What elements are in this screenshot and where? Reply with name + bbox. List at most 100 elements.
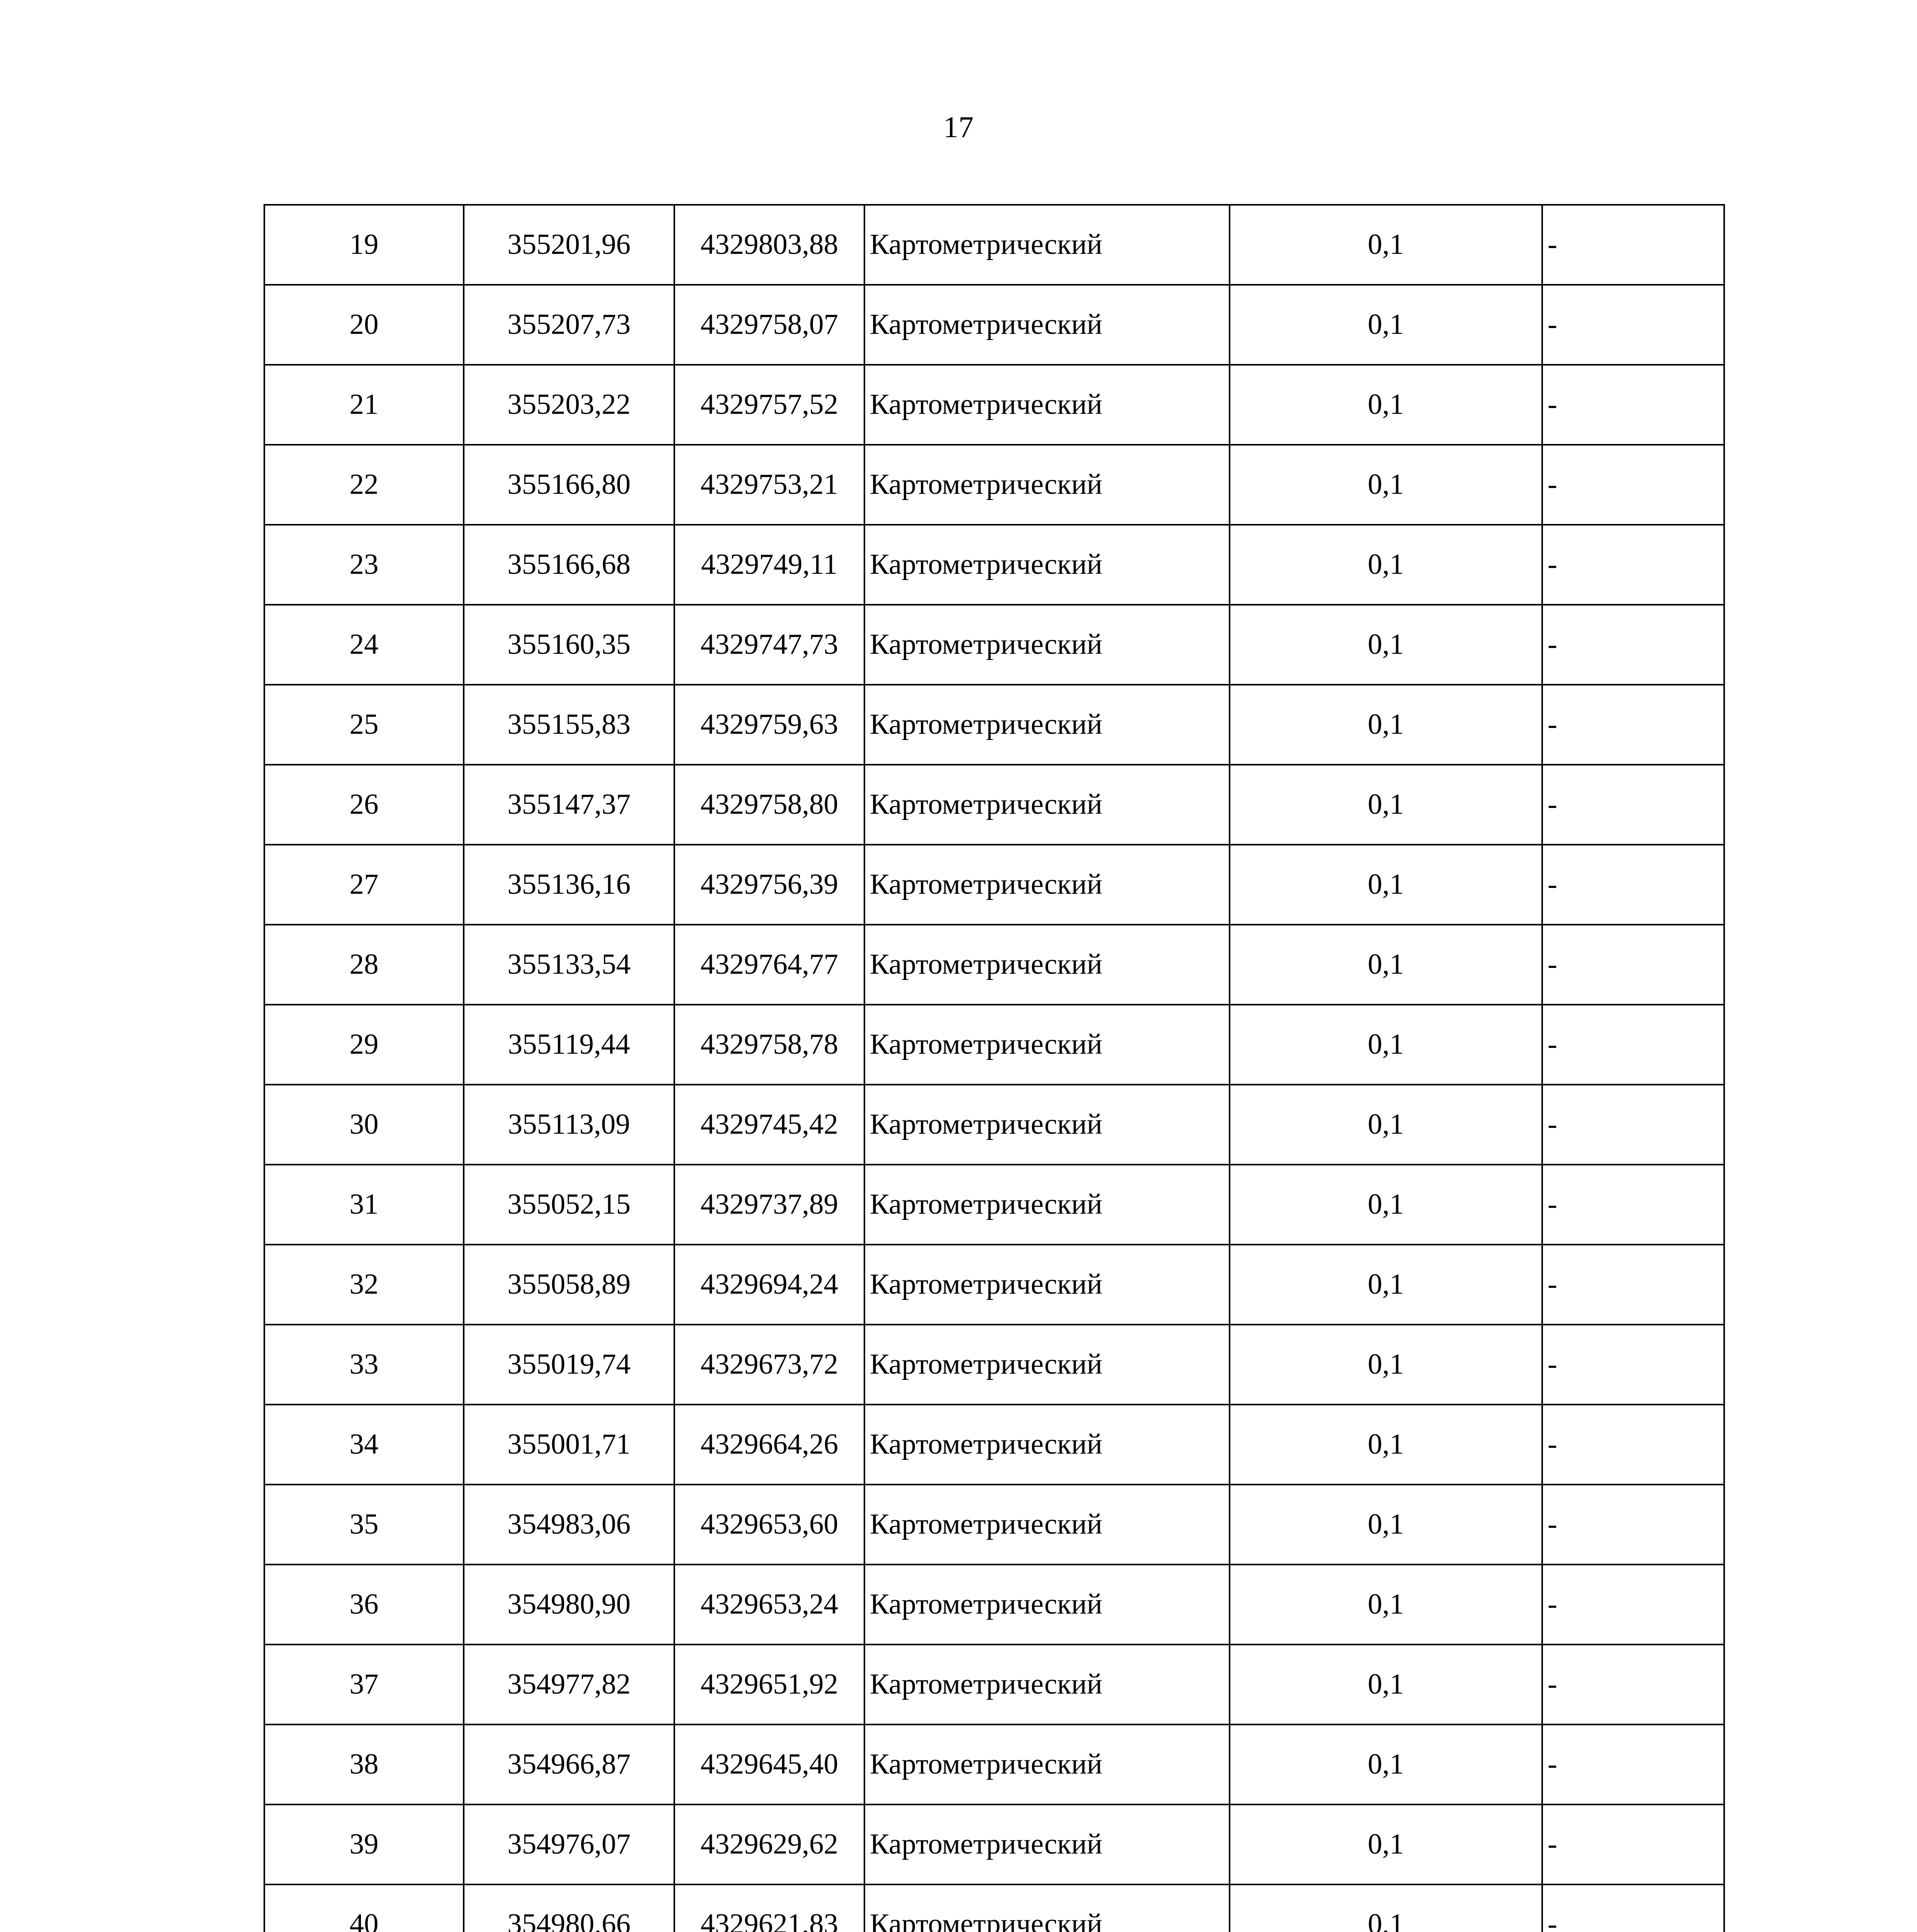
precision-cell: 0,1 bbox=[1229, 1484, 1543, 1565]
precision-cell: 0,1 bbox=[1229, 1004, 1543, 1085]
precision-cell: 0,1 bbox=[1229, 1884, 1543, 1932]
note-cell: - bbox=[1541, 524, 1725, 605]
coordinate-x-cell: 355201,96 bbox=[463, 204, 675, 286]
method-cell: Картометрический bbox=[864, 1004, 1230, 1085]
note-cell: - bbox=[1541, 1804, 1725, 1885]
precision-cell: 0,1 bbox=[1229, 364, 1543, 446]
note-cell: - bbox=[1541, 1884, 1725, 1932]
coordinates-table-body: 19 355201,96 4329803,88 Картометрический 0,1… bbox=[264, 204, 1725, 1932]
table-row: 37 354977,82 4329651,92 Картометрический 0,1… bbox=[264, 1644, 1725, 1725]
note-cell: - bbox=[1541, 1484, 1725, 1565]
coordinate-y-cell: 4329651,92 bbox=[674, 1644, 865, 1725]
method-cell: Картометрический bbox=[864, 1644, 1230, 1725]
precision-cell: 0,1 bbox=[1229, 1724, 1543, 1805]
precision-cell: 0,1 bbox=[1229, 1164, 1543, 1245]
table-row: 36 354980,90 4329653,24 Картометрический 0,1… bbox=[264, 1564, 1725, 1645]
point-number-cell: 28 bbox=[264, 924, 464, 1005]
point-number-cell: 24 bbox=[264, 604, 464, 685]
coordinate-x-cell: 354977,82 bbox=[463, 1644, 675, 1725]
point-number-cell: 25 bbox=[264, 684, 464, 765]
coordinate-y-cell: 4329756,39 bbox=[674, 844, 865, 925]
point-number-cell: 33 bbox=[264, 1324, 464, 1405]
table-row: 23 355166,68 4329749,11 Картометрический 0,1… bbox=[264, 524, 1725, 605]
table-row: 28 355133,54 4329764,77 Картометрический 0,1… bbox=[264, 924, 1725, 1005]
method-cell: Картометрический bbox=[864, 1564, 1230, 1645]
point-number-cell: 21 bbox=[264, 364, 464, 446]
point-number-cell: 37 bbox=[264, 1644, 464, 1725]
precision-cell: 0,1 bbox=[1229, 604, 1543, 685]
coordinate-y-cell: 4329673,72 bbox=[674, 1324, 865, 1405]
table-row: 24 355160,35 4329747,73 Картометрический 0,1… bbox=[264, 604, 1725, 685]
method-cell: Картометрический bbox=[864, 844, 1230, 925]
point-number-cell: 26 bbox=[264, 764, 464, 845]
coordinate-x-cell: 355119,44 bbox=[463, 1004, 675, 1085]
precision-cell: 0,1 bbox=[1229, 204, 1543, 286]
point-number-cell: 29 bbox=[264, 1004, 464, 1085]
coordinate-y-cell: 4329694,24 bbox=[674, 1244, 865, 1325]
coordinate-x-cell: 355155,83 bbox=[463, 684, 675, 765]
precision-cell: 0,1 bbox=[1229, 284, 1543, 366]
method-cell: Картометрический bbox=[864, 1164, 1230, 1245]
coordinate-y-cell: 4329653,24 bbox=[674, 1564, 865, 1645]
coordinate-y-cell: 4329758,07 bbox=[674, 284, 865, 366]
method-cell: Картометрический bbox=[864, 684, 1230, 765]
coordinate-y-cell: 4329745,42 bbox=[674, 1084, 865, 1165]
coordinate-x-cell: 355207,73 bbox=[463, 284, 675, 366]
table-row: 33 355019,74 4329673,72 Картометрический 0,1… bbox=[264, 1324, 1725, 1405]
point-number-cell: 22 bbox=[264, 444, 464, 526]
precision-cell: 0,1 bbox=[1229, 844, 1543, 925]
coordinate-x-cell: 355136,16 bbox=[463, 844, 675, 925]
note-cell: - bbox=[1541, 1324, 1725, 1405]
coordinate-x-cell: 354966,87 bbox=[463, 1724, 675, 1805]
point-number-cell: 32 bbox=[264, 1244, 464, 1325]
precision-cell: 0,1 bbox=[1229, 764, 1543, 845]
method-cell: Картометрический bbox=[864, 1324, 1230, 1405]
point-number-cell: 34 bbox=[264, 1404, 464, 1485]
precision-cell: 0,1 bbox=[1229, 1404, 1543, 1485]
method-cell: Картометрический bbox=[864, 1804, 1230, 1885]
coordinate-y-cell: 4329747,73 bbox=[674, 604, 865, 685]
point-number-cell: 27 bbox=[264, 844, 464, 925]
note-cell: - bbox=[1541, 444, 1725, 526]
table-row: 22 355166,80 4329753,21 Картометрический 0,1… bbox=[264, 444, 1725, 526]
note-cell: - bbox=[1541, 1404, 1725, 1485]
point-number-cell: 31 bbox=[264, 1164, 464, 1245]
point-number-cell: 38 bbox=[264, 1724, 464, 1805]
note-cell: - bbox=[1541, 764, 1725, 845]
note-cell: - bbox=[1541, 604, 1725, 685]
method-cell: Картометрический bbox=[864, 604, 1230, 685]
coordinates-table: 19 355201,96 4329803,88 Картометрический 0,1… bbox=[264, 204, 1725, 1932]
point-number-cell: 23 bbox=[264, 524, 464, 605]
method-cell: Картометрический bbox=[864, 524, 1230, 605]
point-number-cell: 39 bbox=[264, 1804, 464, 1885]
method-cell: Картометрический bbox=[864, 444, 1230, 526]
coordinate-y-cell: 4329764,77 bbox=[674, 924, 865, 1005]
coordinate-y-cell: 4329645,40 bbox=[674, 1724, 865, 1805]
precision-cell: 0,1 bbox=[1229, 1244, 1543, 1325]
method-cell: Картометрический bbox=[864, 284, 1230, 366]
note-cell: - bbox=[1541, 364, 1725, 446]
point-number-cell: 30 bbox=[264, 1084, 464, 1165]
coordinate-x-cell: 355166,80 bbox=[463, 444, 675, 526]
table-row: 30 355113,09 4329745,42 Картометрический 0,1… bbox=[264, 1084, 1725, 1165]
note-cell: - bbox=[1541, 1564, 1725, 1645]
precision-cell: 0,1 bbox=[1229, 444, 1543, 526]
precision-cell: 0,1 bbox=[1229, 924, 1543, 1005]
coordinate-x-cell: 355203,22 bbox=[463, 364, 675, 446]
method-cell: Картометрический bbox=[864, 204, 1230, 286]
coordinate-x-cell: 355058,89 bbox=[463, 1244, 675, 1325]
coordinate-x-cell: 355133,54 bbox=[463, 924, 675, 1005]
coordinate-y-cell: 4329664,26 bbox=[674, 1404, 865, 1485]
coordinate-y-cell: 4329757,52 bbox=[674, 364, 865, 446]
precision-cell: 0,1 bbox=[1229, 1644, 1543, 1725]
coordinate-y-cell: 4329621,83 bbox=[674, 1884, 865, 1932]
coordinate-y-cell: 4329737,89 bbox=[674, 1164, 865, 1245]
table-row: 19 355201,96 4329803,88 Картометрический 0,1… bbox=[264, 204, 1725, 286]
note-cell: - bbox=[1541, 684, 1725, 765]
table-row: 20 355207,73 4329758,07 Картометрический 0,1… bbox=[264, 284, 1725, 366]
table-row: 31 355052,15 4329737,89 Картометрический 0,1… bbox=[264, 1164, 1725, 1245]
coordinate-x-cell: 355147,37 bbox=[463, 764, 675, 845]
precision-cell: 0,1 bbox=[1229, 684, 1543, 765]
note-cell: - bbox=[1541, 1084, 1725, 1165]
